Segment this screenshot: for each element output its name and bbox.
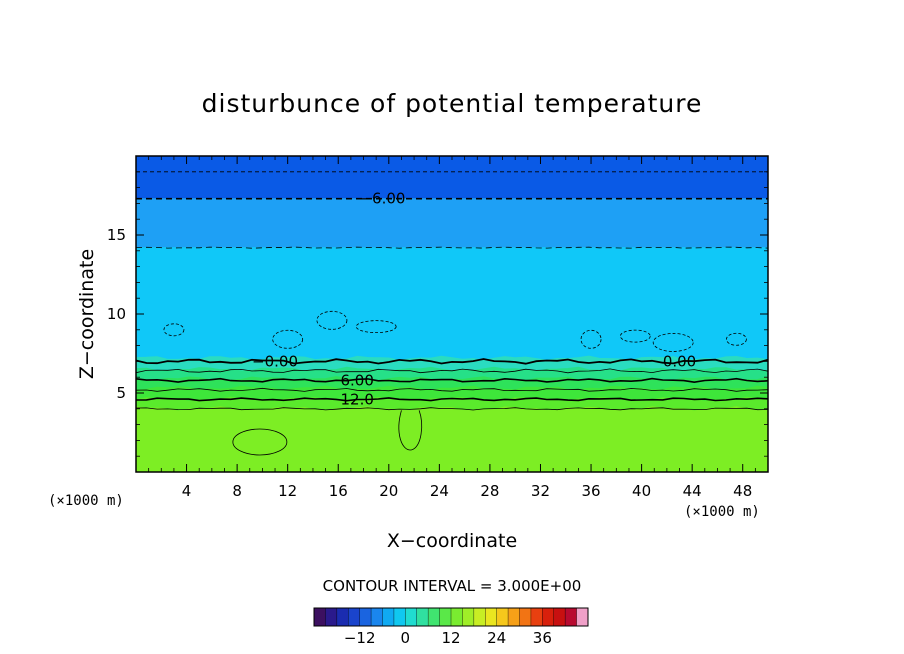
x-tick-label: 24	[430, 482, 449, 500]
colorbar-swatch	[485, 608, 498, 626]
colorbar-swatch	[565, 608, 578, 626]
x-tick-label: 12	[278, 482, 297, 500]
contour-blob	[619, 329, 651, 343]
colorbar-ticks: −12 0 12 24 36	[344, 629, 552, 647]
x-tick-label: 32	[531, 482, 550, 500]
colorbar-swatch	[382, 608, 395, 626]
colorbar-frame	[313, 607, 589, 627]
contour-blob	[163, 323, 185, 337]
colorbar-swatch	[473, 608, 486, 626]
contour-blob	[355, 320, 397, 334]
x-tick-label: 16	[329, 482, 348, 500]
contour-line	[136, 368, 768, 374]
colorbar-swatch	[519, 608, 532, 626]
colorbar-swatch	[439, 608, 452, 626]
contour-line	[136, 377, 768, 384]
contour-line	[136, 407, 768, 411]
contour-blob	[580, 329, 602, 349]
contour-line	[136, 246, 768, 249]
colorbar-tick-label: 36	[533, 629, 552, 647]
contour-label: 0.00	[663, 352, 696, 370]
contour-blob	[398, 410, 423, 451]
x-tick-label: 40	[632, 482, 651, 500]
contour-line	[136, 397, 768, 402]
colorbar-swatch	[405, 608, 418, 626]
x-tick-label: 28	[480, 482, 499, 500]
contour-label: −0.00	[252, 352, 298, 370]
contour-interval-text: CONTOUR INTERVAL = 3.000E+00	[323, 577, 582, 595]
colorbar-swatch	[451, 608, 463, 626]
contour-line	[136, 358, 768, 365]
colorbar-swatch	[576, 608, 589, 626]
colorbar-swatch	[462, 608, 475, 626]
colorbar-swatch	[508, 608, 520, 626]
contour-label: 6.00	[340, 371, 373, 389]
x-tick-label: 8	[232, 482, 242, 500]
fill-layer	[136, 198, 768, 249]
colorbar-swatch	[530, 608, 543, 626]
chart-title: disturbunce of potential temperature	[202, 89, 703, 118]
colorbar-swatch	[496, 608, 509, 626]
contour-blob	[726, 332, 747, 346]
contour-label: −6.00	[359, 190, 405, 208]
colorbar-swatch	[371, 608, 383, 626]
y-tick-label: 10	[107, 305, 126, 323]
colorbar-swatch	[542, 608, 555, 626]
colorbar-tick-label: 24	[487, 629, 506, 647]
fill-layer	[136, 406, 768, 472]
colorbar-swatch	[359, 608, 372, 626]
y-tick-label: 5	[116, 384, 126, 402]
fill-layer	[136, 156, 768, 200]
colorbar-swatch	[336, 608, 349, 626]
colorbar-swatch	[428, 608, 441, 626]
y-tick-label: 15	[107, 226, 126, 244]
x-axis-label: X−coordinate	[387, 530, 517, 552]
contour-line	[136, 387, 768, 392]
contour-blob	[232, 428, 288, 456]
x-unit-left: (×1000 m)	[48, 493, 124, 509]
x-tick-label: 44	[683, 482, 702, 500]
colorbar-tick-label: 12	[441, 629, 460, 647]
x-tick-label: 48	[733, 482, 752, 500]
colorbar	[313, 607, 589, 627]
x-unit-right: (×1000 m)	[684, 504, 760, 520]
contour-lines	[136, 171, 768, 456]
colorbar-swatch	[325, 608, 338, 626]
x-tick-label: 36	[581, 482, 600, 500]
x-tick-label: 4	[182, 482, 192, 500]
colorbar-swatch	[393, 608, 406, 626]
colorbar-swatch	[553, 608, 566, 626]
colorbar-swatch	[314, 608, 326, 626]
temperature-fill-layers	[136, 156, 768, 472]
x-tick-label: 20	[379, 482, 398, 500]
y-axis-label: Z−coordinate	[76, 249, 98, 379]
colorbar-tick-label: −12	[344, 629, 376, 647]
x-axis-ticks: 4 8 12 16 20 24 28 32 36 40 44 48	[148, 156, 756, 500]
contour-blob	[316, 310, 348, 330]
y-axis-ticks: 5 10 15	[107, 171, 768, 457]
contour-blob	[272, 329, 304, 349]
colorbar-swatch	[416, 608, 429, 626]
contour-blob	[652, 333, 694, 352]
contour-label: 12.0	[340, 390, 373, 408]
colorbar-swatch	[348, 608, 361, 626]
colorbar-tick-label: 0	[401, 629, 411, 647]
fill-layer	[136, 247, 768, 361]
